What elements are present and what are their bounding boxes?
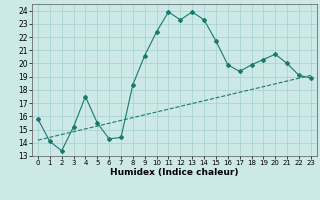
X-axis label: Humidex (Indice chaleur): Humidex (Indice chaleur) — [110, 168, 239, 177]
